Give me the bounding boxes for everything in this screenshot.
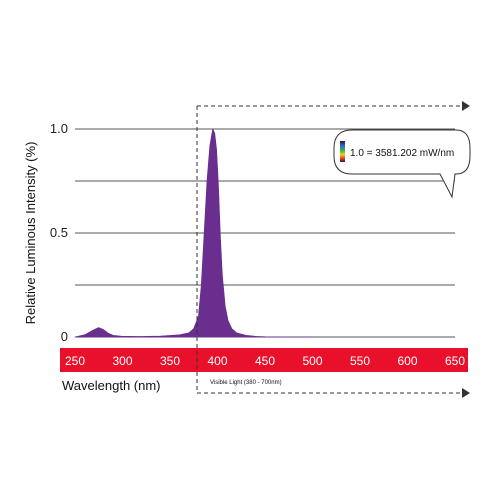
y-tick-label: 0.5 <box>50 225 68 240</box>
arrow-right-icon <box>462 101 470 111</box>
x-tick-label: 650 <box>445 354 465 368</box>
x-tick-label: 250 <box>65 354 85 368</box>
visible-range-marker: Visible Light (380 - 700nm) <box>196 101 470 398</box>
callout-bubble <box>333 129 471 199</box>
x-tick-label: 350 <box>160 354 180 368</box>
y-tick-label: 0 <box>61 329 68 344</box>
x-tick-label: 450 <box>255 354 275 368</box>
x-tick-label: 400 <box>207 354 227 368</box>
wavelength-bar <box>60 348 468 372</box>
x-axis-label: Wavelength (nm) <box>62 378 161 393</box>
x-tick-label: 600 <box>397 354 417 368</box>
x-tick-label: 550 <box>350 354 370 368</box>
color-scale-icon <box>340 141 345 162</box>
y-tick-label: 1.0 <box>50 121 68 136</box>
callout-text: 1.0 = 3581.202 mW/nm <box>350 148 454 159</box>
x-tick-labels: 250 300 350 400 450 500 550 600 650 <box>65 354 465 368</box>
y-tick-labels: 0 0.5 1.0 <box>50 121 68 344</box>
x-tick-label: 500 <box>302 354 322 368</box>
visible-range-label: Visible Light (380 - 700nm) <box>210 380 282 386</box>
x-tick-label: 300 <box>112 354 132 368</box>
intensity-callout: 1.0 = 3581.202 mW/nm <box>333 129 471 199</box>
spectrum-area <box>74 128 313 338</box>
arrow-right-icon <box>462 388 470 398</box>
y-axis-label: Relative Luminous Intensity (%) <box>23 142 38 325</box>
